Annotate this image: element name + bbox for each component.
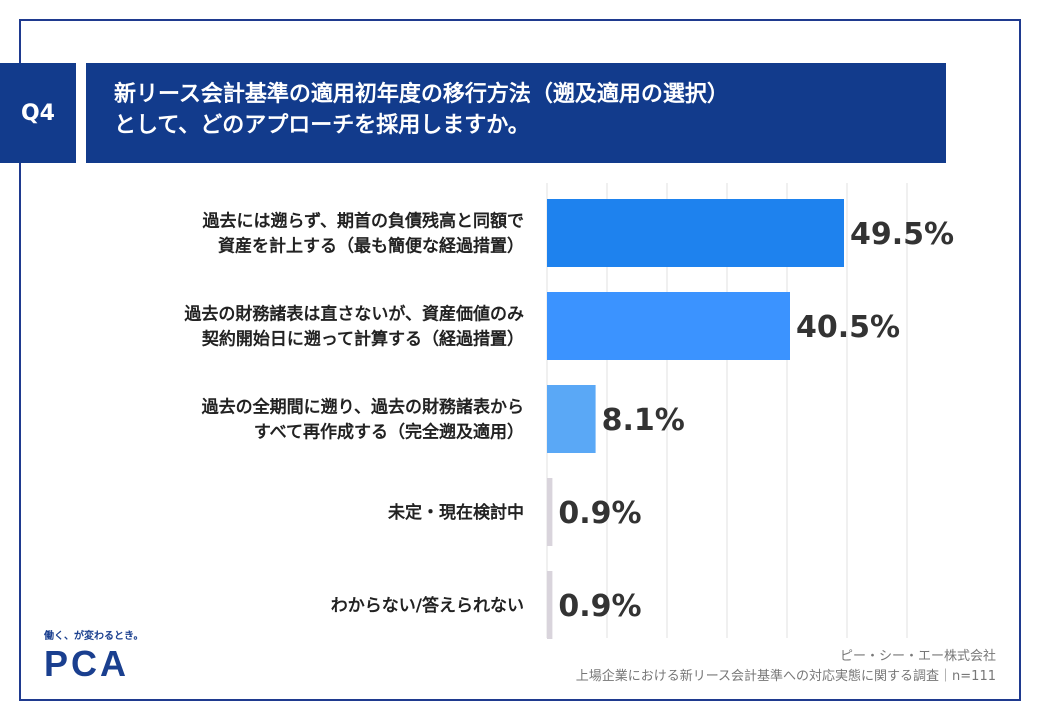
category-label-1-line-2: 資産を計上する（最も簡便な経過措置） <box>218 236 524 257</box>
logo-tagline: 働く、が変わるとき。 <box>44 631 144 642</box>
chart-bars <box>547 199 844 639</box>
category-label-2-line-2: 契約開始日に遡って計算する（経過措置） <box>201 329 524 350</box>
question-number: Q4 <box>20 100 55 126</box>
bar-1 <box>547 199 844 267</box>
question-number-badge: Q4 <box>0 63 76 163</box>
value-label-5: 0.9% <box>558 589 641 624</box>
category-label-4-line-1: 未定・現在検討中 <box>387 502 524 523</box>
question-title-line-1: 新リース会計基準の適用初年度の移行方法（遡及適用の選択） <box>114 82 729 107</box>
question-title-line-2: として、どのアプローチを採用しますか。 <box>114 113 530 138</box>
category-label-2-line-1: 過去の財務諸表は直さないが、資産価値のみ <box>184 304 524 325</box>
category-label-1-line-1: 過去には遡らず、期首の負債残高と同額で <box>203 211 524 232</box>
bar-4 <box>547 478 553 546</box>
pca-logo: PCA <box>44 643 130 684</box>
source-survey: 上場企業における新リース会計基準への対応実態に関する調査｜n=111 <box>575 669 996 684</box>
chart-value-labels: 49.5% 40.5% 8.1% 0.9% 0.9% <box>558 217 954 624</box>
value-label-3: 8.1% <box>602 403 685 438</box>
bar-5 <box>547 571 553 639</box>
question-title-box: 新リース会計基準の適用初年度の移行方法（遡及適用の選択） として、どのアプローチ… <box>86 63 946 163</box>
source-company: ピー・シー・エー株式会社 <box>839 649 996 664</box>
value-label-4: 0.9% <box>558 496 641 531</box>
outer-frame <box>19 19 1021 701</box>
category-label-5-line-1: わからない/答えられない <box>331 595 524 616</box>
bar-2 <box>547 292 790 360</box>
category-label-3-line-1: 過去の全期間に遡り、過去の財務諸表から <box>202 397 524 418</box>
value-label-1: 49.5% <box>850 217 954 252</box>
value-label-2: 40.5% <box>796 310 900 345</box>
bar-3 <box>547 385 596 453</box>
category-label-3-line-2: すべて再作成する（完全遡及適用） <box>254 422 524 443</box>
